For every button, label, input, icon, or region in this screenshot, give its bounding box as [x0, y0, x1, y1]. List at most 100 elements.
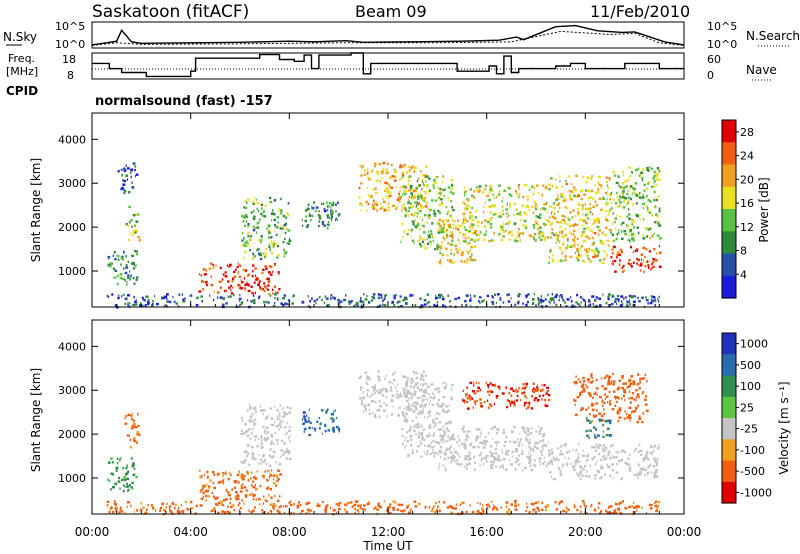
noise-left-label: N.Sky	[3, 30, 37, 44]
colorbar-tick-label: 28	[740, 126, 754, 139]
power-region-3	[198, 262, 281, 296]
colorbar-swatch	[722, 120, 736, 143]
colorbar-tick-label: 1000	[740, 338, 768, 351]
beam-title: Beam 09	[355, 2, 427, 21]
velocity-colorbar-label: Velocity [m s⁻¹]	[777, 381, 791, 474]
colorbar-tick-label: 24	[740, 150, 754, 163]
x-tick-label: 12:00	[371, 525, 406, 539]
x-tick-label: 08:00	[272, 525, 307, 539]
velocity-region-12	[106, 500, 661, 516]
velocity-region-2	[198, 469, 282, 503]
colorbar-tick-label: 16	[740, 197, 754, 210]
velocity-region-9	[548, 443, 660, 481]
colorbar-swatch	[722, 231, 736, 255]
x-axis-label: Time UT	[362, 539, 413, 553]
velocity-colorbar: 1000 500 100 25 -25 -100 -500 -1000 Velocity [m…	[721, 332, 791, 504]
power-region-13	[106, 293, 660, 309]
colorbar-tick-label: 500	[740, 359, 761, 372]
noise-right-label: N.Search	[746, 29, 800, 43]
velocity-y-tick-label: 2000	[58, 428, 86, 441]
velocity-region-3	[240, 403, 292, 468]
colorbar-swatch	[722, 253, 736, 277]
noise-panel: N.Sky 10^5 10^0 10^5 10^0 N.Search	[3, 20, 800, 51]
x-tick-label: 04:00	[173, 525, 208, 539]
colorbar-tick-label: 12	[740, 221, 754, 234]
colorbar-tick-label: 20	[740, 173, 754, 186]
x-tick-label: 00:00	[667, 525, 702, 539]
frequency-panel: Freq. [MHz] 18 8 60 0 Nave	[6, 52, 777, 82]
power-y-tick-label: 4000	[58, 133, 86, 146]
power-region-8	[438, 218, 477, 265]
velocity-region-1	[124, 412, 141, 449]
nave-tick-top: 60	[707, 53, 721, 66]
velocity-panel: 1000 2000 3000 4000 00:00 04:00 08:00 12:00 16:…	[29, 113, 701, 553]
velocity-region-4	[301, 408, 341, 437]
colorbar-tick-label: 25	[740, 401, 754, 414]
power-y-tick-label: 3000	[58, 177, 86, 190]
power-region-11	[610, 245, 662, 274]
search-noise-line	[91, 30, 685, 46]
x-tick-label: 16:00	[469, 525, 504, 539]
noise-right-tick-bottom: 10^0	[707, 38, 737, 51]
colorbar-swatch	[722, 481, 736, 504]
power-region-6	[358, 161, 428, 212]
colorbar-swatch	[722, 439, 736, 462]
colorbar-swatch	[722, 460, 736, 483]
power-region-2	[117, 162, 139, 195]
colorbar-tick-label: 4	[740, 268, 747, 281]
sky-noise-line	[91, 24, 685, 46]
nave-label: Nave	[746, 63, 777, 77]
power-y-tick-label: 1000	[58, 265, 86, 278]
x-tick-label: 00:00	[75, 525, 110, 539]
colorbar-swatch	[722, 418, 736, 440]
velocity-region-7	[437, 425, 551, 472]
power-colorbar-label: Power [dB]	[757, 177, 771, 242]
colorbar-swatch	[722, 354, 736, 377]
power-y-tick-label: 2000	[58, 221, 86, 234]
colorbar-tick-label: -100	[740, 444, 765, 457]
power-region-5	[301, 201, 341, 230]
colorbar-tick-label: 100	[740, 380, 761, 393]
velocity-y-tick-label: 3000	[58, 384, 86, 397]
cpid-value: normalsound (fast) -157	[95, 94, 273, 109]
colorbar-swatch	[722, 396, 736, 419]
velocity-y-tick-label: 1000	[58, 472, 86, 485]
colorbar-tick-label: -500	[740, 465, 765, 478]
x-tick-label: 20:00	[568, 525, 603, 539]
velocity-region-0	[107, 456, 138, 493]
freq-tick-top: 18	[62, 53, 76, 66]
freq-label-line1: Freq.	[8, 52, 35, 65]
power-y-axis-label: Slant Range [km]	[29, 158, 43, 262]
freq-label-line2: [MHz]	[6, 65, 38, 78]
colorbar-swatch	[722, 375, 736, 398]
power-region-4	[241, 196, 292, 261]
power-region-9	[462, 183, 551, 243]
colorbar-swatch	[722, 186, 736, 210]
noise-left-tick-top: 10^5	[55, 20, 85, 33]
velocity-y-axis-label: Slant Range [km]	[29, 368, 43, 472]
colorbar-swatch	[722, 142, 736, 166]
power-region-12	[610, 165, 662, 243]
colorbar-swatch	[722, 164, 736, 188]
colorbar-tick-label: -25	[740, 423, 758, 436]
velocity-region-5	[358, 370, 428, 419]
power-region-7	[400, 174, 455, 252]
power-region-0	[107, 249, 139, 286]
power-panel: 1000 2000 3000 4000 Slant Range [km]	[29, 112, 685, 309]
velocity-region-8	[462, 381, 551, 410]
freq-tick-bottom: 8	[67, 69, 74, 82]
power-region-10	[548, 174, 612, 265]
noise-left-tick-bottom: 10^0	[55, 38, 85, 51]
colorbar-tick-label: -1000	[740, 486, 772, 499]
colorbar-swatch	[722, 209, 736, 232]
power-colorbar: 4 8 12 16 20 24 28 Power [dB]	[721, 119, 771, 299]
cpid-label: CPID	[6, 84, 38, 98]
date-title: 11/Feb/2010	[590, 2, 690, 21]
velocity-region-10	[573, 372, 649, 424]
nave-tick-bottom: 0	[707, 69, 714, 82]
station-title: Saskatoon (fitACF)	[92, 2, 249, 22]
velocity-region-11	[585, 416, 612, 440]
noise-right-tick-top: 10^5	[707, 20, 737, 33]
power-region-1	[125, 205, 141, 242]
